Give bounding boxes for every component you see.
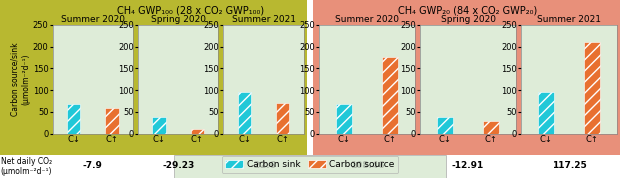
Bar <box>483 121 499 134</box>
Text: CH₄ GWP₁₀₀ (28 x CO₂ GWP₁₀₀): CH₄ GWP₁₀₀ (28 x CO₂ GWP₁₀₀) <box>117 5 264 15</box>
Title: Summer 2020: Summer 2020 <box>335 15 399 24</box>
Bar <box>276 103 290 134</box>
Text: -12.91: -12.91 <box>452 161 484 170</box>
Bar <box>538 92 554 134</box>
Text: (μmolm⁻²d⁻¹): (μmolm⁻²d⁻¹) <box>1 167 52 176</box>
Bar <box>153 117 166 134</box>
Legend: Carbon sink, Carbon source: Carbon sink, Carbon source <box>221 156 399 173</box>
Bar <box>237 92 251 134</box>
Bar <box>584 42 600 134</box>
Text: CH₄ GWP₂₀ (84 x CO₂ GWP₂₀): CH₄ GWP₂₀ (84 x CO₂ GWP₂₀) <box>399 5 538 15</box>
Text: 108.46: 108.46 <box>350 161 384 170</box>
Bar <box>67 104 81 134</box>
Title: Summer 2021: Summer 2021 <box>232 15 296 24</box>
Title: Summer 2021: Summer 2021 <box>537 15 601 24</box>
Text: -22.6: -22.6 <box>250 161 277 170</box>
Y-axis label: Carbon source/sink
(μmolm⁻²d⁻¹): Carbon source/sink (μmolm⁻²d⁻¹) <box>11 42 30 116</box>
Title: Summer 2020: Summer 2020 <box>61 15 125 24</box>
Bar <box>105 108 119 134</box>
Text: -7.9: -7.9 <box>83 161 103 170</box>
Text: Net daily CO₂: Net daily CO₂ <box>1 157 51 166</box>
Bar <box>382 57 398 134</box>
Bar <box>437 117 453 134</box>
Text: -29.23: -29.23 <box>162 161 195 170</box>
Text: 117.25: 117.25 <box>552 161 587 170</box>
Title: Spring 2020: Spring 2020 <box>441 15 495 24</box>
Title: Spring 2020: Spring 2020 <box>151 15 206 24</box>
Bar <box>191 129 204 134</box>
Bar <box>337 104 352 134</box>
